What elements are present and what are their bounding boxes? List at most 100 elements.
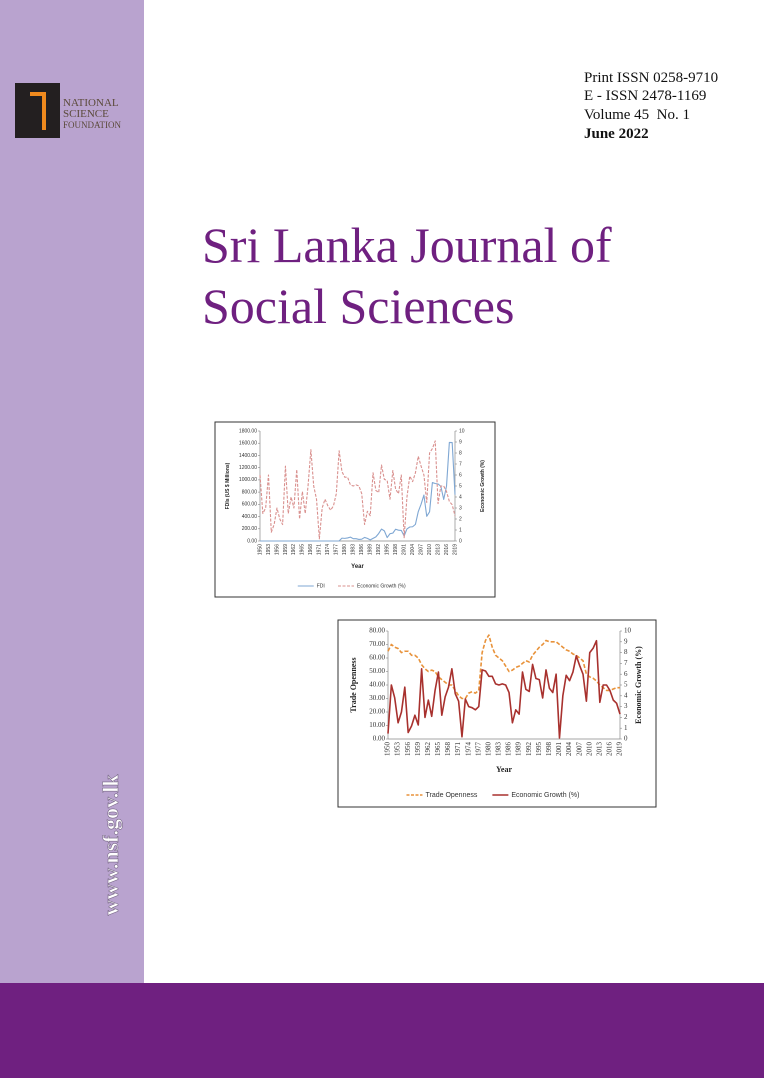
x-axis-title: Year [496, 765, 512, 774]
x-tick-label: 2019 [452, 544, 458, 555]
x-tick-label: 2019 [616, 742, 624, 757]
x-tick-label: 1986 [359, 544, 365, 555]
series-line [387, 634, 620, 700]
x-tick-label: 1965 [300, 544, 306, 555]
bottom-band [0, 983, 764, 1078]
x-tick-label: 1959 [283, 544, 289, 555]
logo-mark [15, 83, 60, 138]
y-tick-label: 60.00 [369, 654, 385, 662]
x-tick-label: 2001 [555, 742, 563, 757]
x-tick-label: 1956 [274, 544, 280, 555]
x-tick-label: 1977 [474, 742, 482, 757]
x-tick-label: 1968 [444, 742, 452, 757]
x-tick-label: 1950 [384, 742, 392, 757]
y-axis-title: FDIs (US $ Millions) [225, 462, 231, 509]
y-tick-label: 80.00 [369, 627, 385, 635]
x-tick-label: 1962 [291, 544, 297, 555]
y-tick-label: 0.00 [373, 735, 386, 743]
x-tick-label: 1974 [464, 742, 472, 757]
x-tick-label: 2016 [606, 742, 614, 757]
y2-tick-label: 6 [624, 670, 628, 678]
y2-tick-label: 0 [624, 735, 628, 743]
y-tick-label: 400.00 [242, 514, 258, 520]
x-tick-label: 1977 [334, 544, 340, 555]
journal-title: Sri Lanka Journal of [202, 217, 612, 273]
x-tick-label: 1953 [394, 742, 402, 757]
y2-tick-label: 2 [459, 516, 462, 522]
logo: NATIONAL SCIENCE FOUNDATION [15, 83, 121, 138]
x-tick-label: 1980 [342, 544, 348, 555]
x-tick-label: 1980 [484, 742, 492, 757]
x-tick-label: 1965 [434, 742, 442, 757]
legend-label: FDI [317, 583, 325, 589]
x-tick-label: 1995 [535, 742, 543, 757]
x-tick-label: 2007 [418, 544, 424, 555]
x-tick-label: 1962 [424, 742, 432, 757]
x-tick-label: 1998 [545, 742, 553, 757]
x-tick-label: 2007 [575, 742, 583, 757]
x-tick-label: 2010 [427, 544, 433, 555]
y2-tick-label: 5 [459, 483, 462, 489]
x-tick-label: 1953 [266, 544, 272, 555]
x-tick-label: 1950 [257, 544, 263, 555]
legend-label: Economic Growth (%) [511, 792, 579, 799]
website: www.nsf.gov.lk [98, 774, 123, 916]
x-tick-label: 2010 [585, 742, 593, 757]
x-tick-label: 1971 [454, 742, 462, 757]
series-line [387, 639, 621, 739]
y-tick-label: 600.00 [242, 502, 258, 508]
x-axis-title: Year [351, 564, 364, 570]
y-tick-label: 0.00 [247, 538, 257, 544]
y-tick-label: 1600.00 [239, 441, 257, 447]
side-strip [0, 0, 144, 983]
y2-tick-label: 8 [624, 648, 628, 656]
x-tick-label: 1992 [525, 742, 533, 757]
x-tick-label: 1983 [495, 742, 503, 757]
chart-frame [337, 619, 657, 808]
x-tick-label: 1956 [404, 742, 412, 757]
logo-text: SCIENCE [63, 108, 109, 120]
x-tick-label: 1968 [308, 544, 314, 555]
series-line [259, 440, 456, 540]
y-tick-label: 1400.00 [239, 453, 257, 459]
x-tick-label: 2013 [595, 742, 603, 757]
y-tick-label: 20.00 [369, 708, 385, 716]
volume: Volume 45 No. 1 [584, 107, 690, 123]
x-tick-label: 2004 [410, 544, 416, 555]
issue-info: Print ISSN 0258-9710 E - ISSN 2478-1169 … [584, 70, 718, 142]
y-tick-label: 40.00 [369, 681, 385, 689]
y2-tick-label: 6 [459, 472, 462, 478]
y2-tick-label: 3 [459, 505, 462, 511]
y-tick-label: 70.00 [369, 640, 385, 648]
y-tick-label: 800.00 [242, 489, 258, 495]
y-tick-label: 1800.00 [239, 428, 257, 434]
y2-tick-label: 5 [624, 681, 628, 689]
series-line [260, 441, 456, 542]
legend-label: Trade Openness [425, 792, 477, 799]
logo-text: FOUNDATION [63, 120, 121, 130]
x-tick-label: 2013 [435, 544, 441, 555]
y2-tick-label: 8 [459, 450, 462, 456]
journal-title: Social Sciences [202, 278, 514, 334]
print-issn: Print ISSN 0258-9710 [584, 70, 718, 86]
issue-date: June 2022 [584, 126, 649, 142]
y2-tick-label: 3 [624, 702, 628, 710]
e-issn: E - ISSN 2478-1169 [584, 88, 706, 104]
x-tick-label: 2004 [565, 742, 573, 757]
legend-label: Economic Growth (%) [357, 583, 406, 589]
chart: 0.00 200.00 400.00 600.00 800.00 1000.00 1200.… [214, 421, 496, 598]
y2-tick-label: 4 [624, 691, 628, 699]
y2-tick-label: 9 [459, 439, 462, 445]
figures: 0.00200.00400.00600.00800.001000.001200.… [214, 421, 657, 808]
y2-tick-label: 1 [459, 527, 462, 533]
y2-axis-title: Economic Growth (%) [634, 646, 643, 724]
x-tick-label: 2016 [444, 544, 450, 555]
y-axis-title: Trade Openness [349, 657, 358, 712]
logo-bracket [30, 92, 46, 130]
y2-tick-label: 4 [459, 494, 462, 500]
x-tick-label: 1983 [351, 544, 357, 555]
y2-tick-label: 7 [459, 461, 462, 467]
y2-tick-label: 9 [624, 637, 628, 645]
